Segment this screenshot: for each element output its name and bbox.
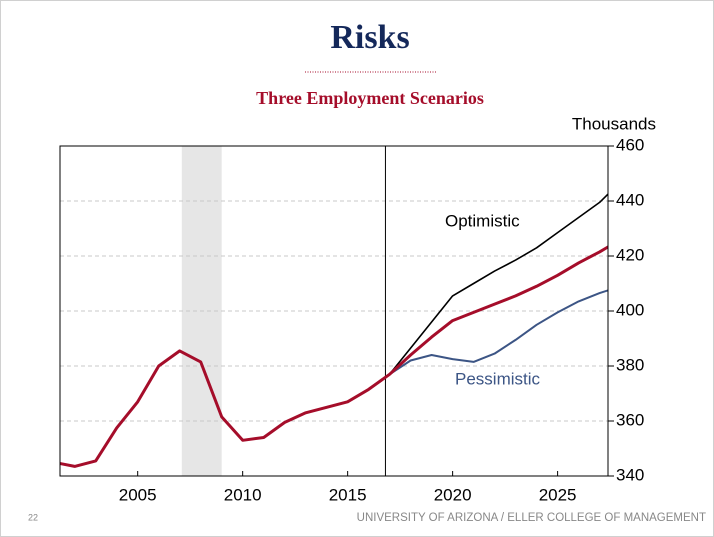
y-tick-label: 440 bbox=[616, 190, 644, 209]
x-tick-label: 2005 bbox=[119, 485, 157, 504]
series-line bbox=[60, 245, 608, 468]
slide-title: Risks bbox=[330, 19, 409, 56]
x-tick-label: 2010 bbox=[224, 485, 262, 504]
y-tick-label: 380 bbox=[616, 355, 644, 374]
x-tick-label: 2025 bbox=[539, 485, 577, 504]
chart-subtitle: Three Employment Scenarios bbox=[256, 88, 484, 108]
y-tick-label: 460 bbox=[616, 135, 644, 154]
plot: 340 360 380 400 420 440 460 2005 2010 2015 2020 202… bbox=[59, 135, 644, 504]
series-line bbox=[388, 193, 608, 375]
series-annotation: Optimistic bbox=[445, 211, 520, 230]
series-group bbox=[60, 193, 608, 468]
series-line bbox=[389, 289, 608, 376]
x-tick-label: 2020 bbox=[434, 485, 472, 504]
y-axis-label: Thousands bbox=[572, 114, 656, 133]
y-tick-label: 400 bbox=[616, 300, 644, 319]
series-annotation: Pessimistic bbox=[455, 369, 541, 388]
plot-frame bbox=[59, 145, 609, 477]
y-tick-label: 340 bbox=[616, 465, 644, 484]
y-tick-label: 360 bbox=[616, 410, 644, 429]
footer-text: UNIVERSITY OF ARIZONA / ELLER COLLEGE OF… bbox=[357, 512, 706, 524]
page-number: 22 bbox=[28, 512, 38, 522]
y-tick-label: 420 bbox=[616, 245, 644, 264]
x-tick-label: 2015 bbox=[329, 485, 367, 504]
